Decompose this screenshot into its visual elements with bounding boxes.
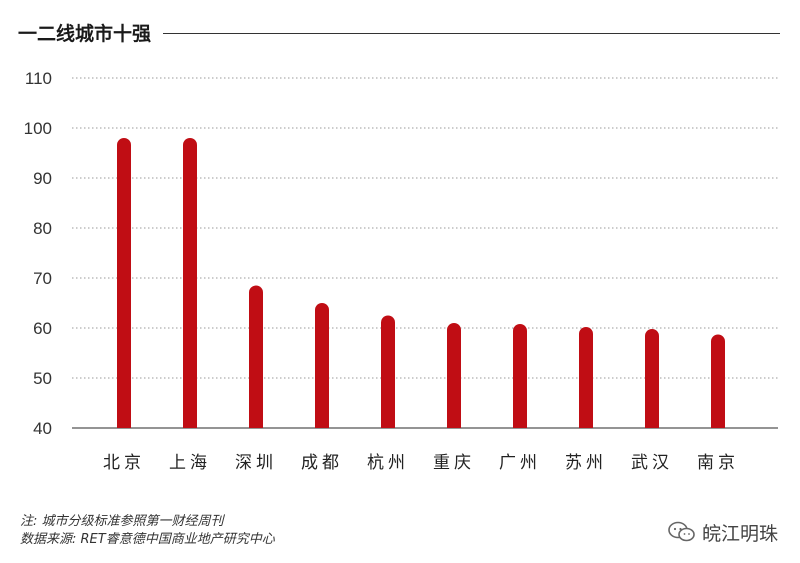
y-tick-label: 60 [33, 319, 52, 338]
chart-title-row: 一二线城市十强 [18, 18, 780, 46]
bar-6 [513, 324, 527, 428]
footnote-source: 数据来源: RET睿意德中国商业地产研究中心 [20, 532, 275, 547]
watermark: 皖江明珠 [668, 519, 778, 545]
watermark-text: 皖江明珠 [701, 522, 778, 545]
x-tick-label: 广州 [499, 453, 541, 473]
y-tick-label: 100 [24, 119, 52, 138]
chart-title: 一二线城市十强 [18, 22, 152, 45]
y-tick-label: 90 [33, 169, 52, 188]
bar-9 [711, 334, 725, 428]
x-tick-label: 深圳 [235, 453, 277, 473]
x-tick-label: 北京 [103, 453, 145, 473]
bar-8 [645, 329, 659, 428]
bar-7 [579, 327, 593, 428]
bar-0 [117, 138, 131, 428]
x-tick-label: 苏州 [565, 453, 607, 473]
title-rule [163, 32, 780, 34]
y-tick-label: 70 [33, 269, 52, 288]
x-tick-label: 重庆 [433, 453, 475, 473]
x-tick-label: 上海 [169, 453, 211, 473]
bar-1 [183, 138, 197, 428]
y-tick-label: 110 [25, 69, 52, 88]
x-tick-label: 成都 [301, 453, 343, 473]
y-tick-label: 50 [33, 369, 52, 388]
bar-4 [381, 315, 395, 428]
x-tick-label: 杭州 [367, 453, 409, 473]
bar-3 [315, 303, 329, 428]
bar-2 [249, 285, 263, 428]
footnote-classification: 注: 城市分级标准参照第一财经周刊 [20, 514, 224, 529]
y-tick-label: 80 [33, 219, 52, 238]
y-tick-label: 40 [33, 419, 52, 438]
wechat-icon [668, 521, 695, 542]
x-tick-label: 南京 [697, 453, 739, 473]
bar-5 [447, 323, 461, 428]
x-tick-label: 武汉 [631, 453, 673, 473]
